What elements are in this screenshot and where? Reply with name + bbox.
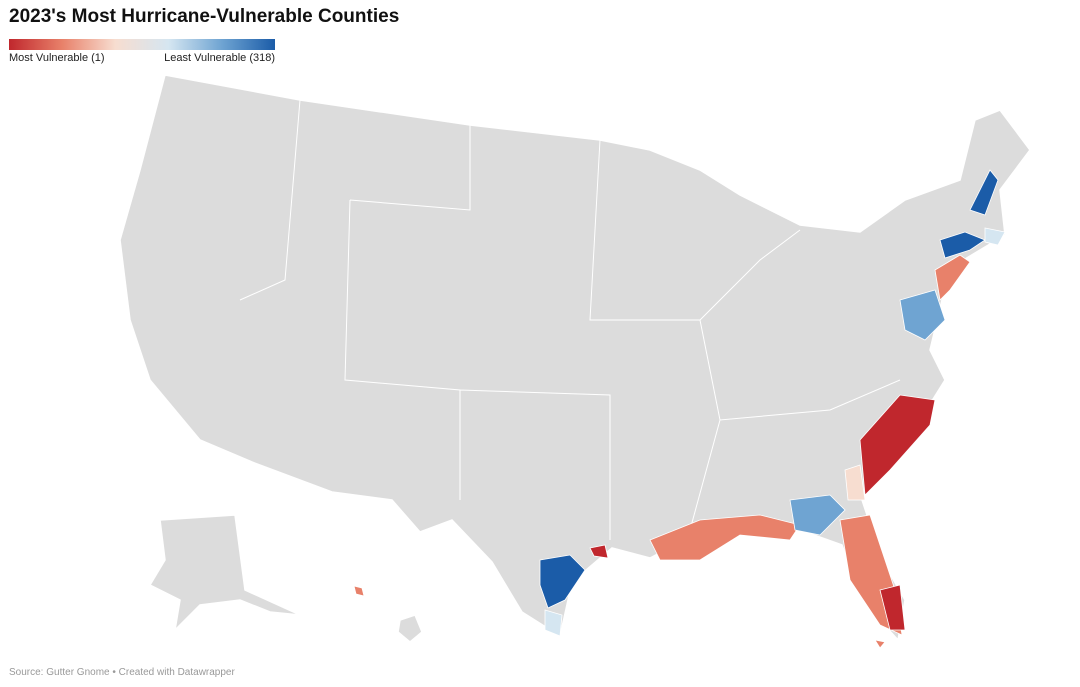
- land: [119, 74, 1031, 643]
- state-borders: [239, 99, 901, 540]
- county-group: [969, 169, 999, 216]
- county-group: [899, 289, 946, 341]
- source: Source: Gutter Gnome • Created with Data…: [9, 667, 235, 678]
- border: [239, 99, 901, 540]
- hawaii-island: [397, 614, 423, 643]
- vulnerable-counties: [353, 169, 1006, 649]
- county-group: [879, 584, 906, 631]
- legend-gradient: [9, 39, 275, 50]
- county-group: [984, 227, 1006, 246]
- legend-max-label: Least Vulnerable (318): [164, 52, 275, 64]
- county-group: [353, 585, 365, 597]
- county-group: [934, 254, 971, 301]
- title: 2023's Most Hurricane-Vulnerable Countie…: [9, 6, 400, 27]
- county-group: [939, 231, 986, 259]
- contiguous-us: [119, 74, 1031, 642]
- county-group: [539, 554, 586, 609]
- county-group: [789, 494, 846, 536]
- county-group: [649, 514, 801, 561]
- county-group: [859, 394, 936, 496]
- county-group: [589, 544, 609, 559]
- county-group: [544, 609, 563, 637]
- legend-min-label: Most Vulnerable (1): [9, 52, 105, 64]
- county-group: [844, 464, 866, 501]
- alaska: [148, 514, 301, 633]
- county-group: [874, 639, 886, 649]
